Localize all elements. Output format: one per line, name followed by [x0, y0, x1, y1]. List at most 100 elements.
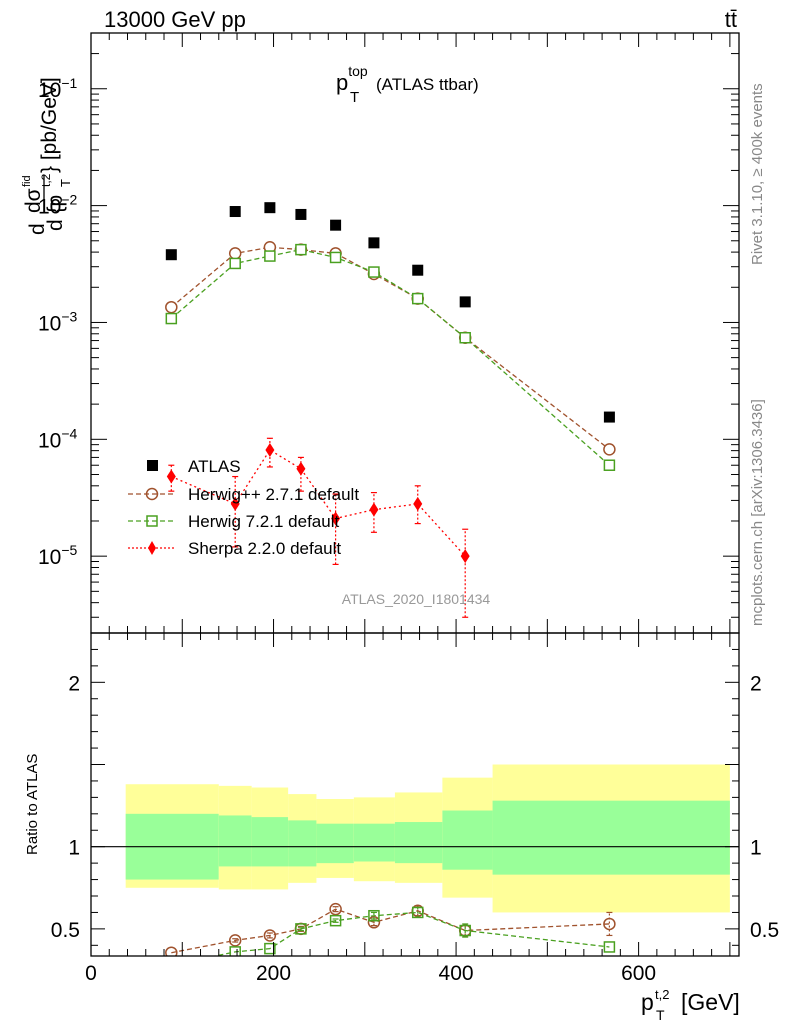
uncertainty-band-inner [251, 817, 289, 867]
ratio-point-herwig7 [229, 946, 241, 956]
data-point-sherpa [460, 549, 470, 564]
svg-text:dσ: dσ [22, 188, 45, 213]
mcplots-label: mcplots.cern.ch [arXiv:1306.3436] [749, 399, 766, 626]
ratio-point-herwig7 [603, 941, 616, 953]
data-point-atlas [165, 249, 177, 261]
x-tick-label: 0 [85, 962, 97, 985]
data-point-atlas [264, 202, 276, 214]
ratio-y-axis-label: Ratio to ATLAS [24, 754, 41, 855]
legend-label-atlas: ATLAS [188, 457, 241, 476]
ratio-point-herwig7 [411, 906, 424, 919]
data-point-herwig7 [229, 257, 241, 270]
ratio-point-herwig7 [295, 923, 307, 935]
uncertainty-band-inner [492, 800, 730, 875]
data-point-sherpa [331, 511, 341, 526]
data-point-sherpa [230, 496, 240, 511]
ratio-panel: 0.5 0.5 1 1 2 2 0 200 400 600 Ratio to ATLAS p t,… [24, 632, 779, 1023]
svg-text:p: p [641, 989, 654, 1015]
legend-label-herwigpp: Herwig++ 2.7.1 default [188, 485, 359, 504]
data-point-atlas [459, 296, 471, 308]
series-line [170, 248, 610, 466]
ratio-frame [90, 632, 740, 957]
data-point-herwigpp [165, 300, 178, 314]
uncertainty-band-inner [353, 823, 395, 862]
data-point-herwig7 [411, 292, 424, 305]
svg-text:} [pb/GeV]: } [pb/GeV] [38, 77, 61, 173]
data-point-atlas [229, 206, 241, 218]
x-tick-label: 200 [256, 962, 291, 985]
ratio-point-herwig7 [368, 909, 380, 922]
legend-marker-sherpa [148, 541, 156, 555]
uncertainty-band-inner [316, 823, 354, 864]
x-tick-label: 600 [621, 962, 656, 985]
data-point-herwig7 [264, 250, 276, 262]
data-point-herwig7 [459, 331, 471, 344]
ratio-point-herwigpp [603, 917, 616, 931]
data-point-atlas [603, 411, 615, 423]
data-point-herwig7 [603, 459, 616, 471]
rivet-version-label: Rivet 3.1.10, ≥ 400k events [749, 83, 766, 265]
ratio-point-herwig7 [264, 942, 276, 955]
data-point-herwigpp [603, 443, 616, 456]
data-point-atlas [368, 237, 380, 249]
ratio-y-tick-label-right: 2 [750, 672, 762, 695]
legend: ATLAS Herwig++ 2.7.1 default Herwig 7.2.… [128, 457, 359, 558]
main-y-axis-label: d dσ fid d {p t,2 T } [pb/GeV] [21, 77, 73, 235]
y-tick-label: 10−1 [38, 75, 78, 102]
ratio-y-tick-label-right: 0.5 [750, 919, 779, 942]
data-point-herwigpp [228, 247, 242, 260]
ratio-point-herwig7 [329, 914, 342, 927]
ratio-y-tick-label: 2 [68, 672, 80, 695]
legend-marker-herwigpp [145, 487, 159, 501]
main-panel: 10−510−410−310−210−1 ptop T(ATLAS ttbar) … [21, 32, 740, 634]
uncertainty-band-inner [218, 815, 252, 867]
svg-text:t,2: t,2 [39, 173, 53, 187]
legend-label-herwig7: Herwig 7.2.1 default [188, 512, 339, 531]
ratio-point-herwigpp [165, 946, 178, 956]
uncertainty-band-inner [442, 810, 493, 870]
data-point-herwig7 [368, 266, 380, 278]
legend-marker-atlas [147, 460, 158, 471]
legend-label-sherpa: Sherpa 2.2.0 default [188, 539, 341, 558]
data-point-atlas [295, 208, 307, 220]
x-tick-label: 400 [439, 962, 474, 985]
ratio-y-tick-label: 0.5 [51, 919, 80, 942]
ratio-point-herwigpp [367, 916, 381, 929]
data-point-sherpa [413, 496, 423, 511]
beam-label: 13000 GeV pp [104, 7, 246, 32]
ratio-point-herwig7 [166, 960, 176, 970]
x-axis-label: p t,2 T [GeV] [641, 987, 740, 1023]
data-point-atlas [330, 219, 342, 231]
series-line [170, 246, 610, 450]
svg-text:d {p: d {p [44, 195, 67, 231]
data-point-herwig7 [165, 312, 178, 325]
ratio-point-herwigpp [228, 934, 242, 947]
data-point-sherpa [265, 443, 275, 458]
ratio-y-tick-label-right: 1 [750, 837, 762, 860]
svg-text:d: d [26, 223, 49, 235]
legend-marker-herwig7 [146, 515, 158, 527]
watermark: ATLAS_2020_I1801434 [342, 591, 491, 607]
process-label: tt̄ [725, 7, 737, 32]
data-point-sherpa [166, 469, 176, 484]
ratio-point-herwig7 [459, 924, 471, 937]
svg-text:T: T [656, 1007, 665, 1023]
svg-text:t,2: t,2 [655, 987, 669, 1002]
svg-text:T: T [58, 179, 73, 187]
y-tick-label: 10−3 [38, 308, 78, 335]
ratio-point-herwigpp [329, 902, 342, 916]
uncertainty-band-inner [394, 822, 443, 864]
y-tick-label: 10−4 [38, 425, 78, 452]
data-point-sherpa [296, 461, 306, 476]
y-tick-label: 10−5 [38, 542, 78, 569]
data-point-herwig7 [295, 243, 307, 256]
svg-text:fid: fid [21, 175, 33, 187]
ratio-point-herwigpp [263, 929, 277, 942]
data-point-sherpa [369, 502, 379, 517]
svg-text:[GeV]: [GeV] [681, 989, 740, 1015]
plot-title: ptop T(ATLAS ttbar) [336, 63, 479, 106]
uncertainty-band-inner [288, 820, 317, 867]
ratio-y-tick-label: 1 [68, 837, 80, 860]
series-line [171, 449, 466, 557]
